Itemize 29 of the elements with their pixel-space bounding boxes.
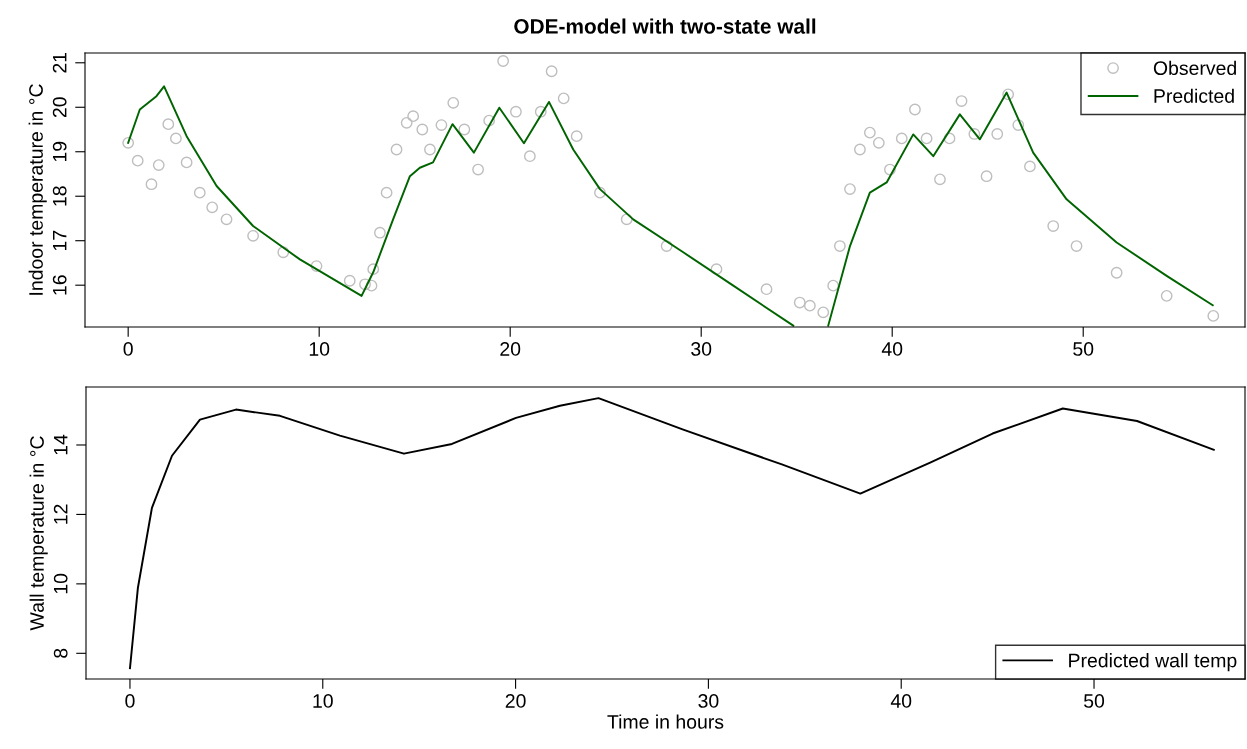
x-axis-title: Time in hours [607, 714, 724, 729]
y-axis-title: Indoor temperature in °C [28, 84, 47, 295]
x-tick-label: 20 [500, 342, 521, 356]
x-tick-label: 40 [881, 342, 903, 356]
x-tick-label: 50 [1073, 342, 1094, 356]
y-axis-title: Wall temperature in °C [29, 436, 48, 631]
x-tick-label: 30 [698, 694, 719, 708]
x-tick-label: 0 [125, 694, 135, 708]
legend-label: Predicted [1154, 88, 1234, 103]
y-tick-label: 8 [53, 648, 68, 658]
y-tick-label: 16 [52, 275, 67, 295]
x-tick-label: 10 [313, 694, 333, 708]
x-tick-label: 50 [1083, 694, 1105, 708]
chart-title: ODE-model with two-state wall [514, 18, 816, 34]
x-tick-label: 30 [691, 342, 712, 356]
x-tick-label: 40 [890, 694, 912, 708]
y-tick-label: 12 [53, 504, 68, 524]
x-tick-label: 0 [123, 342, 133, 356]
legend-label: Observed [1153, 60, 1236, 76]
y-tick-label: 14 [54, 434, 68, 455]
x-tick-label: 20 [505, 694, 526, 708]
y-tick-label: 21 [52, 52, 67, 73]
x-tick-label: 10 [309, 342, 330, 356]
y-tick-label: 18 [52, 186, 67, 206]
y-tick-label: 17 [53, 230, 67, 251]
y-tick-label: 20 [52, 97, 67, 118]
y-tick-label: 10 [53, 573, 68, 594]
legend-label: Predicted wall temp [1069, 653, 1237, 672]
y-tick-label: 19 [52, 141, 67, 162]
